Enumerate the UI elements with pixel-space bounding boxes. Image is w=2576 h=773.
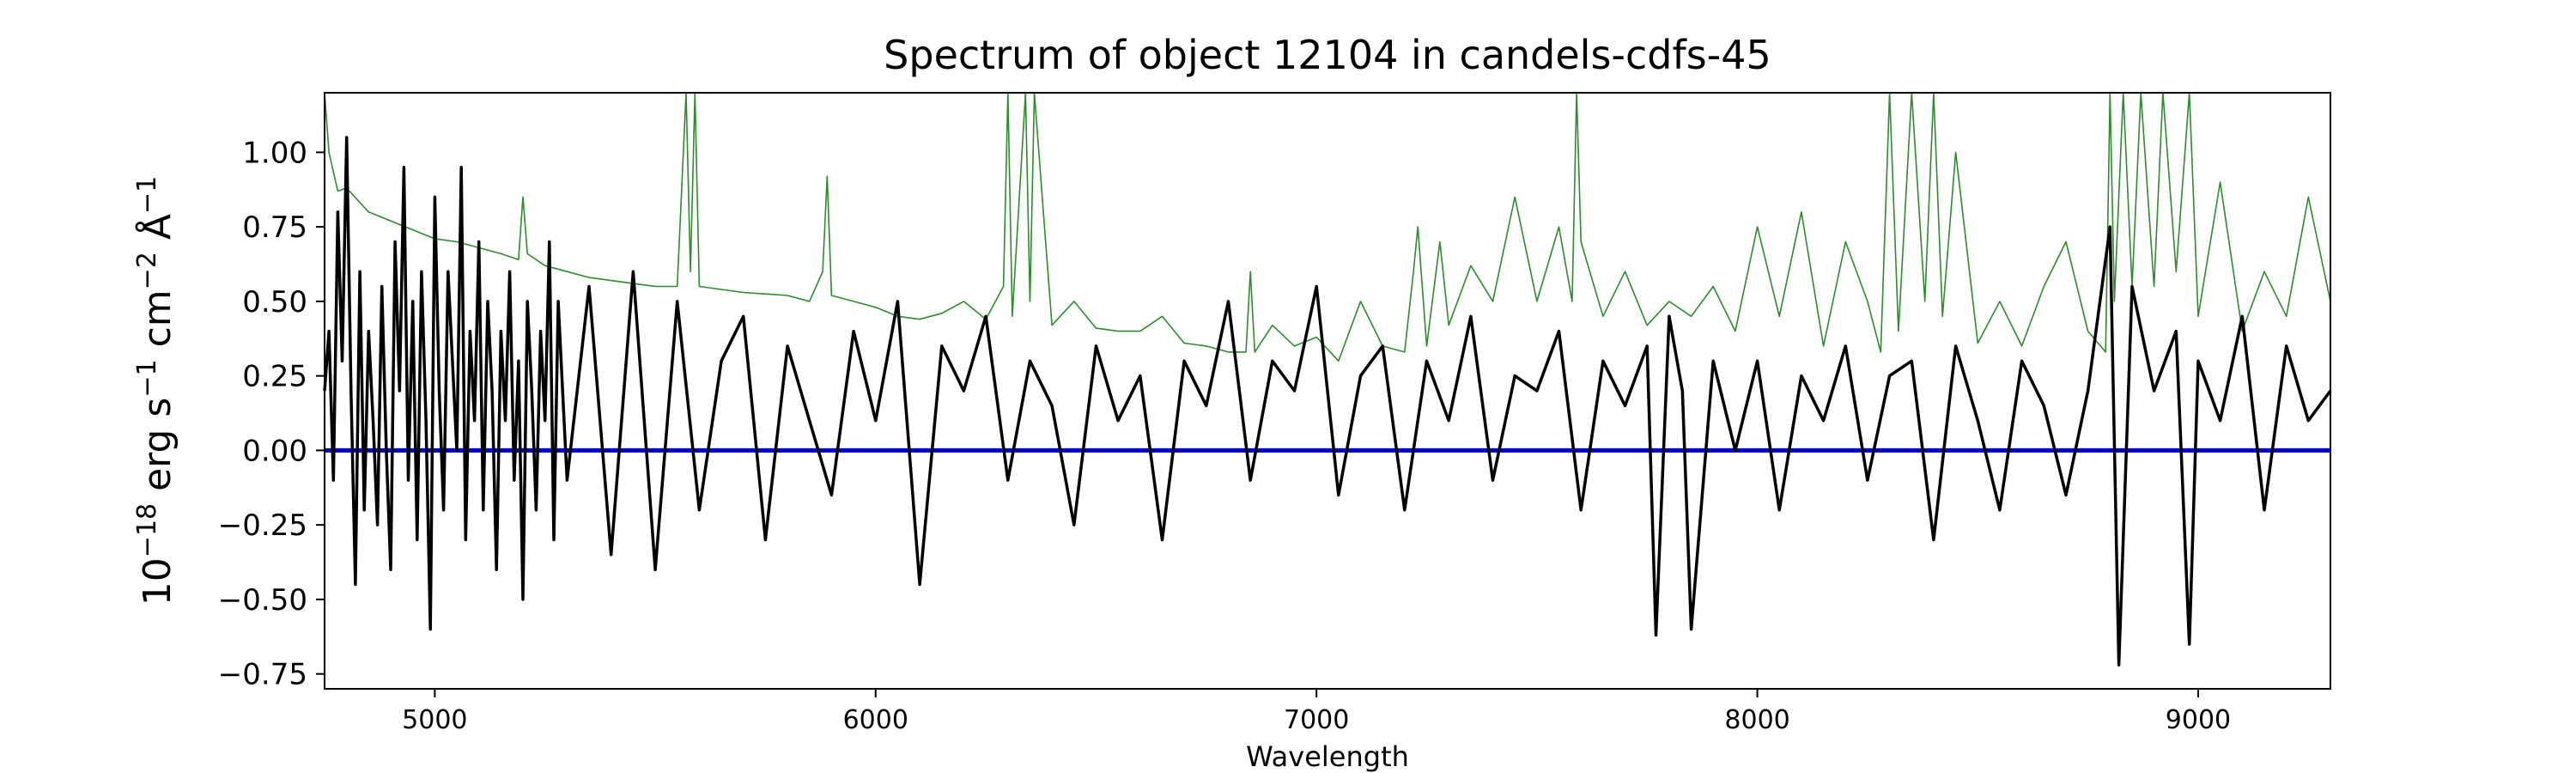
y-tick-label: −0.50 xyxy=(218,583,307,618)
y-tick-label: 0.50 xyxy=(242,285,307,320)
x-tick-label: 6000 xyxy=(843,705,908,735)
y-label-exp: −18 xyxy=(132,503,162,557)
y-tick-label: 0.75 xyxy=(242,210,307,245)
y-tick-label: −0.75 xyxy=(218,658,307,692)
plot-frame xyxy=(324,92,2331,690)
y-label-unit-1: erg s xyxy=(136,398,179,503)
y-tick-label: −0.25 xyxy=(218,508,307,543)
y-label-exp-1: −1 xyxy=(132,359,162,397)
x-tick-label: 7000 xyxy=(1284,705,1349,735)
labels-layer: Spectrum of object 12104 in candels-cdfs… xyxy=(132,32,1771,773)
y-label-exp-2: −2 xyxy=(132,252,162,289)
y-tick-label: 0.25 xyxy=(242,360,307,394)
y-label-unit-3: Å xyxy=(134,214,179,252)
y-tick-label: 1.00 xyxy=(242,136,307,170)
y-tick-label: 0.00 xyxy=(242,434,307,468)
series-layer xyxy=(323,92,2332,666)
x-tick-label: 8000 xyxy=(1724,705,1789,735)
x-tick-label: 9000 xyxy=(2166,705,2231,735)
y-label-exp-3: −1 xyxy=(132,176,162,214)
y-axis-label: 10−18 erg s−1 cm−2 Å−1 xyxy=(132,176,180,606)
flux-spectrum-line xyxy=(323,136,2332,666)
y-label-base: 10 xyxy=(136,557,179,606)
y-label-unit-2: cm xyxy=(136,289,179,359)
chart-title: Spectrum of object 12104 in candels-cdfs… xyxy=(884,32,1771,78)
x-tick-label: 5000 xyxy=(402,705,467,735)
error-spectrum-line xyxy=(324,92,2331,362)
axes-layer: 5000 6000 7000 8000 9000 −0.75 −0.50 −0.25 0.00 0… xyxy=(218,136,2231,735)
x-axis-label: Wavelength xyxy=(1246,740,1409,773)
